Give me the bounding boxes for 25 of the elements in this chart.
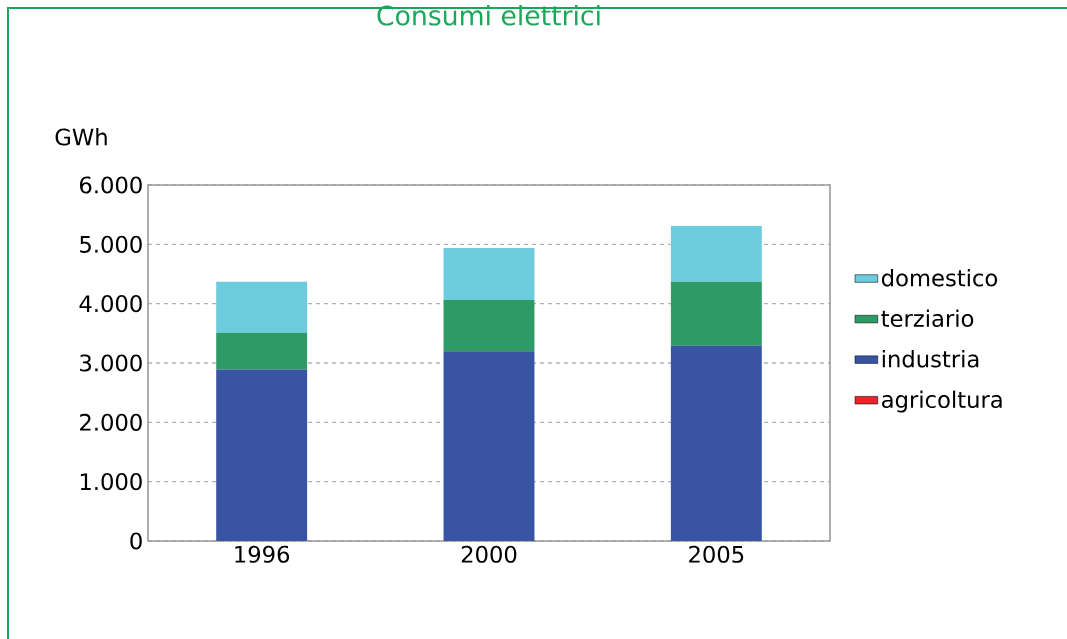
y-tick-label: 5.000 (80, 235, 142, 253)
legend-label: agricoltura (882, 390, 1002, 413)
legend-label: industria (882, 350, 979, 368)
bar (216, 281, 308, 333)
bar (216, 369, 308, 541)
y-tick-label: 1.000 (80, 473, 142, 491)
y-tick-label: 2.000 (80, 413, 142, 431)
chart-title: Consumi elettrici (377, 4, 600, 26)
bar (670, 225, 762, 282)
y-tick-label: 3.000 (80, 354, 142, 372)
y-tick-label: 6.000 (79, 176, 142, 194)
x-tick-label: 2005 (689, 545, 744, 563)
y-tick-label: 0 (130, 532, 142, 550)
x-tick-label: 2000 (461, 545, 517, 563)
x-tick-label: 1996 (235, 545, 290, 563)
y-tick-label: 4.000 (79, 295, 142, 313)
bar (443, 300, 535, 352)
y-axis-title: GWh (55, 128, 107, 146)
bar (670, 281, 762, 346)
legend-label: domestico (881, 268, 998, 287)
bar (443, 351, 535, 541)
legend-label: terziario (881, 309, 974, 328)
bar (443, 247, 535, 301)
bar (216, 332, 308, 370)
bar (670, 345, 762, 541)
